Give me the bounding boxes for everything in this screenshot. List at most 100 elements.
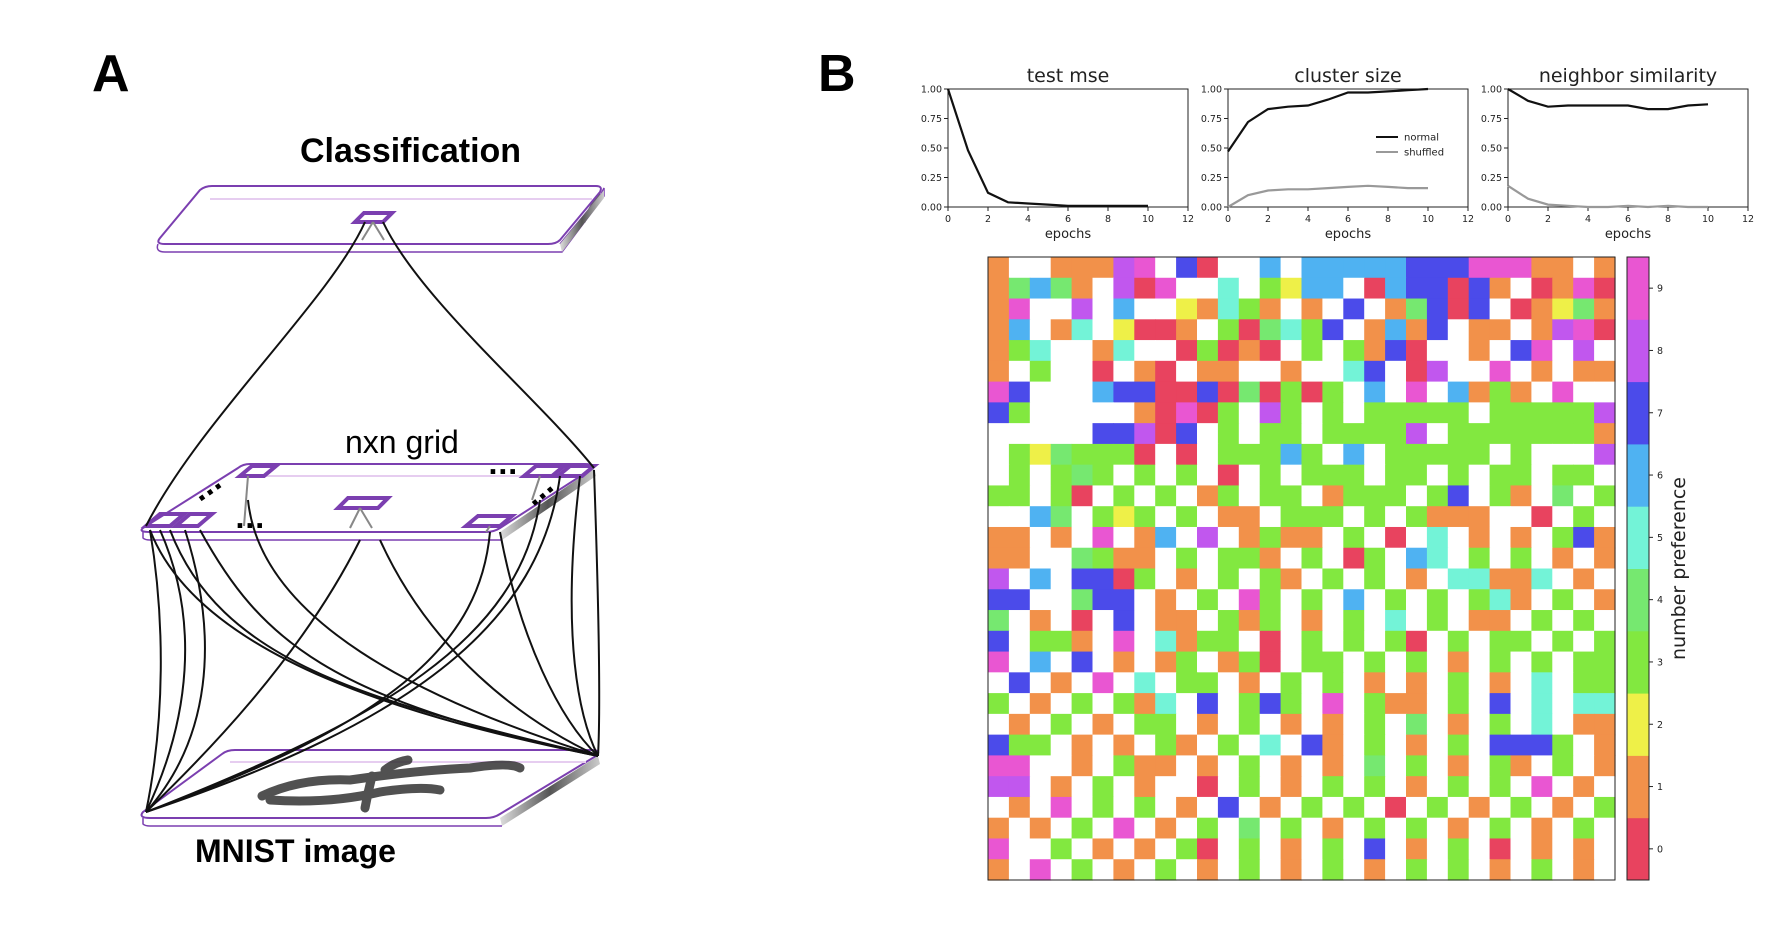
- heatmap-cell: [1134, 443, 1156, 466]
- heatmap-cell: [1029, 651, 1052, 673]
- heatmap-cell: [988, 734, 1010, 756]
- heatmap-cell: [1385, 734, 1407, 756]
- heatmap-cell: [1071, 423, 1094, 445]
- heatmap-cell: [1385, 298, 1407, 320]
- heatmap-cell: [1008, 630, 1031, 653]
- heatmap-cell: [1029, 672, 1052, 694]
- heatmap-cell: [1426, 443, 1449, 466]
- heatmap-cell: [1134, 277, 1156, 300]
- heatmap-cell: [1238, 796, 1261, 819]
- heatmap-cell: [1134, 547, 1156, 570]
- heatmap-cell: [1280, 776, 1303, 798]
- heatmap-cell: [1113, 485, 1135, 507]
- panel-b-letter: B: [818, 45, 856, 103]
- heatmap-cell: [1197, 589, 1219, 611]
- heatmap-cell: [1259, 298, 1282, 320]
- heatmap-cell: [1385, 277, 1407, 300]
- colorbar-label: number preference: [1668, 477, 1690, 660]
- heatmap-cell: [1343, 776, 1365, 798]
- heatmap-cell: [1029, 547, 1052, 570]
- heatmap-cell: [1217, 402, 1240, 424]
- heatmap-cell: [1259, 423, 1282, 445]
- colorbar-segment: [1627, 257, 1649, 320]
- heatmap-cell: [1322, 610, 1344, 632]
- heatmap-cell: [1447, 630, 1470, 653]
- heatmap-cell: [1050, 485, 1073, 507]
- heatmap-cell: [1406, 340, 1428, 362]
- heatmap-cell: [1322, 817, 1344, 840]
- heatmap-cell: [1050, 257, 1073, 279]
- heatmap-cell: [1259, 776, 1282, 798]
- heatmap-cell: [1092, 589, 1114, 611]
- heatmap-cell: [1594, 547, 1616, 570]
- heatmap-cell: [1426, 568, 1449, 590]
- heatmap-cell: [1008, 464, 1031, 487]
- heatmap-cell: [1050, 547, 1073, 570]
- heatmap-cell: [1113, 651, 1135, 673]
- heatmap-cell: [1489, 589, 1512, 611]
- chart-title: neighbor similarity: [1539, 65, 1717, 87]
- colorbar-tick-label: 7: [1657, 408, 1663, 419]
- heatmap-cell: [1343, 443, 1365, 466]
- heatmap-cell: [1406, 257, 1428, 279]
- heatmap-cell: [1322, 360, 1344, 383]
- heatmap-cell: [1489, 526, 1512, 549]
- grid-label: nxn grid: [345, 424, 459, 460]
- heatmap-cell: [1197, 381, 1219, 403]
- heatmap-cell: [1155, 423, 1177, 445]
- heatmap-cell: [1426, 547, 1449, 570]
- heatmap-cell: [1155, 319, 1177, 341]
- grid-node-top-left: [234, 464, 282, 478]
- heatmap-cell: [1259, 257, 1282, 279]
- heatmap-cell: [1573, 755, 1595, 777]
- heatmap-cell: [1280, 589, 1303, 611]
- heatmap-cell: [1447, 589, 1470, 611]
- heatmap-cell: [1280, 381, 1303, 403]
- heatmap-cell: [1594, 672, 1616, 694]
- heatmap-cell: [1468, 547, 1491, 570]
- heatmap-cell: [1155, 340, 1177, 362]
- heatmap-cell: [1364, 277, 1386, 300]
- heatmap-cell: [1406, 838, 1428, 860]
- heatmap-cell: [1385, 693, 1407, 715]
- heatmap-cell: [1134, 526, 1156, 549]
- heatmap-cell: [1259, 402, 1282, 424]
- heatmap-cell: [1259, 651, 1282, 673]
- y-tick-label: 0.75: [921, 114, 942, 125]
- heatmap-cell: [1238, 360, 1261, 383]
- heatmap-cell: [1531, 257, 1553, 279]
- heatmap-cell: [1134, 755, 1156, 777]
- heatmap-cell: [1594, 443, 1616, 466]
- heatmap-cell: [1364, 838, 1386, 860]
- heatmap-cell: [1343, 319, 1365, 341]
- heatmap-cell: [1406, 796, 1428, 819]
- heatmap-cell: [1343, 360, 1365, 383]
- heatmap-cell: [1385, 589, 1407, 611]
- heatmap-cell: [1029, 506, 1052, 528]
- heatmap-cell: [1510, 547, 1532, 570]
- heatmap-cell: [1385, 443, 1407, 466]
- x-tick-label: 2: [1545, 214, 1551, 225]
- heatmap-cell: [1238, 651, 1261, 673]
- heatmap-cell: [1113, 506, 1135, 528]
- heatmap-cell: [1489, 713, 1512, 736]
- heatmap-cell: [1447, 776, 1470, 798]
- heatmap-cell: [988, 589, 1010, 611]
- heatmap-cell: [1364, 402, 1386, 424]
- heatmap-cell: [1217, 838, 1240, 860]
- heatmap-cell: [1426, 589, 1449, 611]
- heatmap-cell: [1594, 630, 1616, 653]
- heatmap-cell: [1238, 257, 1261, 279]
- heatmap-cell: [1029, 734, 1052, 756]
- heatmap-cell: [1050, 713, 1073, 736]
- heatmap-cell: [1406, 610, 1428, 632]
- heatmap-cell: [1385, 568, 1407, 590]
- heatmap-cell: [1426, 838, 1449, 860]
- heatmap-cell: [1071, 402, 1094, 424]
- heatmap-cell: [1113, 298, 1135, 320]
- heatmap-cell: [1447, 340, 1470, 362]
- heatmap-cell: [1552, 277, 1574, 300]
- heatmap-cell: [1552, 589, 1574, 611]
- heatmap-cell: [1426, 776, 1449, 798]
- heatmap-cell: [1113, 381, 1135, 403]
